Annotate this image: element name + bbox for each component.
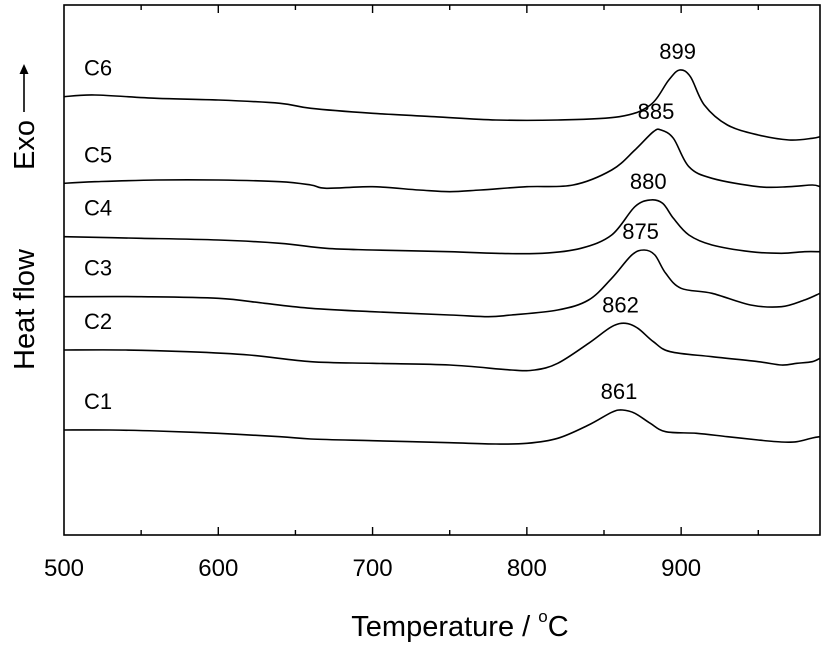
y-axis-label: Heat flow: [9, 248, 41, 370]
x-ticks: [140, 5, 759, 535]
curve-labels: C1 C2 C3 C4 C5 C6: [84, 56, 112, 414]
curve-label-c4: C4: [84, 196, 112, 221]
curve-label-c6: C6: [84, 56, 112, 81]
curve-c2: [63, 322, 821, 372]
exo-arrow-icon: [19, 64, 29, 74]
curve-c3: [63, 249, 821, 318]
curve-label-c3: C3: [84, 256, 112, 281]
x-tick-label-900: 900: [661, 555, 701, 582]
x-tick-label-500: 500: [44, 555, 84, 582]
peak-label-c1: 861: [601, 379, 638, 404]
plot-frame: [63, 4, 821, 536]
curve-c5: [63, 128, 821, 193]
x-tick-labels: 500 600 700 800 900: [44, 555, 701, 582]
peak-label-c4: 880: [630, 169, 667, 194]
curve-c6: [63, 69, 821, 141]
peak-labels: 861 862 875 880 885 899: [601, 39, 696, 404]
x-tick-label-800: 800: [507, 555, 547, 582]
x-axis-title: Temperature / oC: [351, 607, 568, 643]
x-tick-label-700: 700: [353, 555, 393, 582]
peak-label-c5: 885: [638, 99, 675, 124]
x-tick-label-600: 600: [198, 555, 238, 582]
peak-label-c6: 899: [659, 39, 696, 64]
peak-label-c2: 862: [602, 292, 639, 317]
curve-label-c2: C2: [84, 309, 112, 334]
curve-label-c5: C5: [84, 142, 112, 167]
peak-label-c3: 875: [622, 219, 659, 244]
curve-c4: [63, 199, 821, 255]
y-axis-title: Heat flow Exo: [9, 64, 41, 370]
curve-label-c1: C1: [84, 389, 112, 414]
exo-label: Exo: [9, 120, 41, 170]
curve-c1: [63, 409, 821, 445]
curves: [63, 69, 821, 445]
